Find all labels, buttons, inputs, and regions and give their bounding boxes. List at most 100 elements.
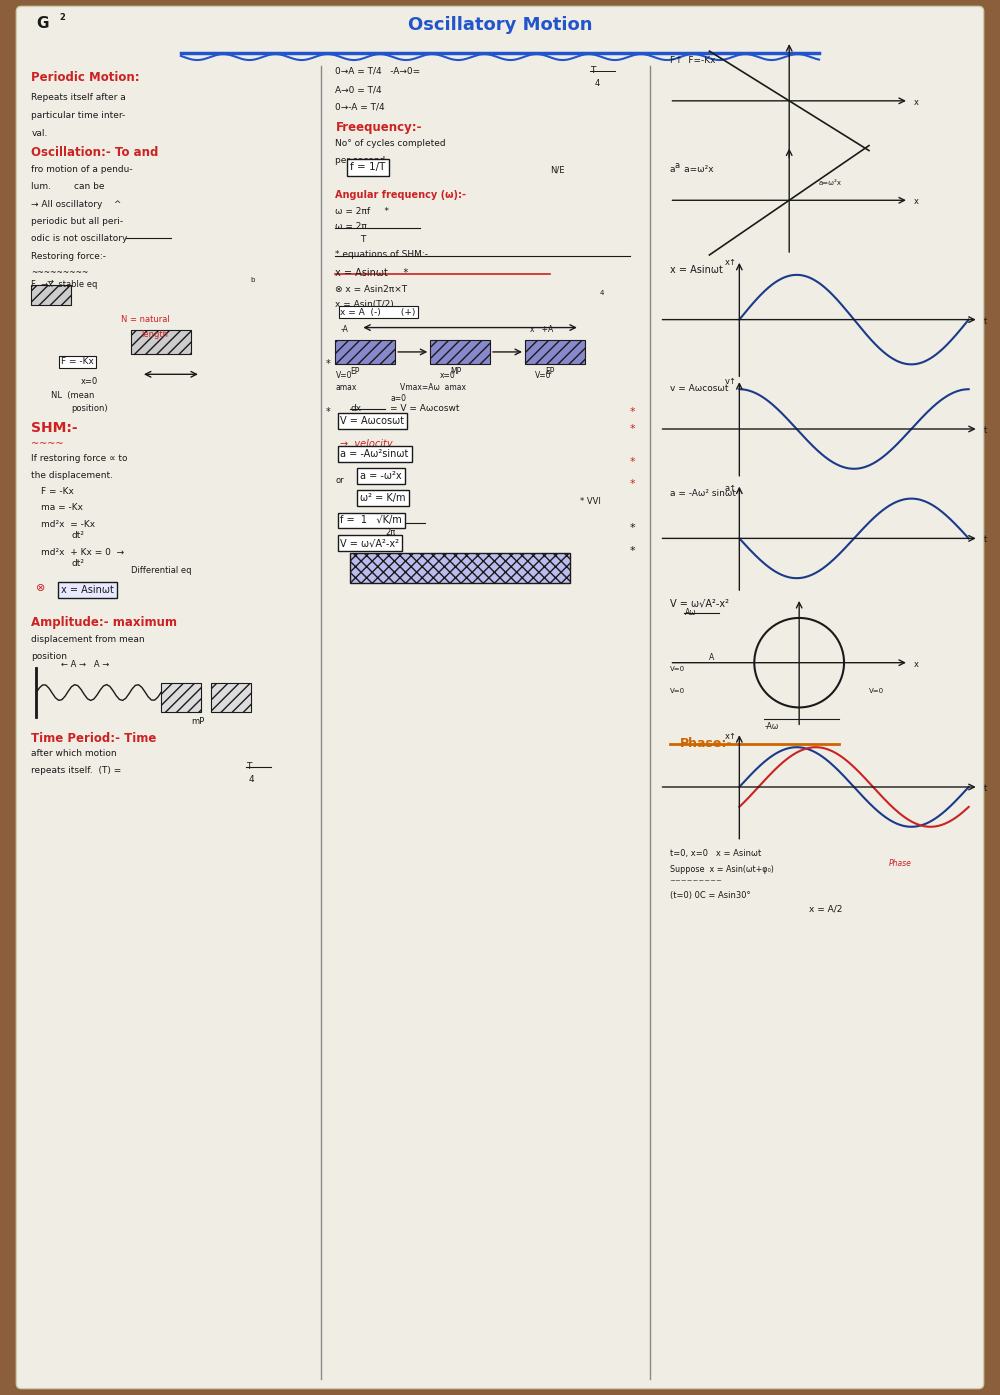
Text: EP: EP [350,367,360,377]
Text: displacement from mean: displacement from mean [31,635,145,644]
Text: 0→-A = T/4: 0→-A = T/4 [335,103,385,112]
Text: ⊗: ⊗ [36,583,46,593]
Text: No° of cycles completed: No° of cycles completed [335,138,446,148]
Text: *: * [325,360,330,370]
Text: V = ω√A²-x²: V = ω√A²-x² [670,598,729,608]
Text: G: G [36,17,49,31]
Text: T: T [360,236,366,244]
Text: 2π: 2π [385,529,396,537]
Text: V=0: V=0 [670,688,685,693]
Text: odic is not oscillatory: odic is not oscillatory [31,234,128,243]
Text: the displacement.: the displacement. [31,470,113,480]
Text: →: → [46,276,53,286]
Text: V = Aωcosωt: V = Aωcosωt [340,416,405,425]
Text: length: length [141,329,168,339]
Text: Amplitude:- maximum: Amplitude:- maximum [31,617,177,629]
Text: x = A/2: x = A/2 [809,904,843,914]
Text: x: x [914,660,919,668]
FancyBboxPatch shape [525,339,585,364]
Text: V=0: V=0 [670,665,685,671]
Text: x = A  (-)       (+): x = A (-) (+) [340,308,416,317]
Text: fro motion of a pendu-: fro motion of a pendu- [31,166,133,174]
Text: 2: 2 [59,14,65,22]
Text: x   +A: x +A [530,325,553,333]
Text: Suppose  x = Asin(ωt+φ₀): Suppose x = Asin(ωt+φ₀) [670,865,773,873]
Text: Angular frequency (ω):-: Angular frequency (ω):- [335,190,466,201]
Text: *: * [630,424,635,434]
Text: V=0: V=0 [869,688,884,693]
Text: F = -Kx: F = -Kx [61,357,94,367]
FancyBboxPatch shape [335,339,395,364]
Text: a   a=ω²x: a a=ω²x [670,166,713,174]
Text: *: * [630,547,635,557]
Text: F  →x  stable eq: F →x stable eq [31,280,98,289]
Text: * VVI: * VVI [580,497,601,505]
Text: periodic but all peri-: periodic but all peri- [31,218,123,226]
Text: md²x  = -Kx: md²x = -Kx [41,520,95,530]
Text: a: a [675,160,680,170]
Text: x: x [914,197,919,206]
Text: amax: amax [335,384,357,392]
Text: x = Asin(T/2): x = Asin(T/2) [335,300,394,308]
Text: Periodic Motion:: Periodic Motion: [31,71,140,84]
Text: T: T [246,762,251,771]
Text: mP: mP [191,717,204,727]
Text: = V = Aωcoswt: = V = Aωcoswt [390,405,460,413]
Text: f =  1   √K/m: f = 1 √K/m [340,516,402,526]
Text: dx: dx [350,405,362,413]
Text: Vmax=Aω  amax: Vmax=Aω amax [400,384,466,392]
Text: ~~~~: ~~~~ [31,439,64,449]
Text: N/E: N/E [550,166,564,174]
Text: MP: MP [450,367,461,377]
Text: b: b [251,276,255,283]
Text: V=0: V=0 [335,371,352,381]
Text: t: t [984,425,987,435]
Text: a=0: a=0 [390,395,406,403]
Text: or: or [335,476,344,484]
FancyBboxPatch shape [16,7,984,1388]
Text: t: t [984,536,987,544]
Text: position): position) [71,405,108,413]
Text: Aω: Aω [684,608,696,617]
FancyBboxPatch shape [131,329,191,354]
Text: 4: 4 [600,290,604,296]
Text: If restoring force ∝ to: If restoring force ∝ to [31,453,128,463]
Text: x = Asinωt: x = Asinωt [670,265,722,275]
Text: dt²: dt² [71,559,84,568]
Text: t: t [984,784,987,792]
Text: x=0: x=0 [440,371,456,381]
Text: x = Asinωt     *: x = Asinωt * [335,268,409,278]
Text: → All oscillatory    ^: → All oscillatory ^ [31,201,122,209]
Text: position: position [31,651,67,661]
Text: x↑: x↑ [724,732,736,741]
Text: ~~~~~~~~~: ~~~~~~~~~ [670,879,722,884]
Text: per second.: per second. [335,155,389,165]
Text: * equations of SHM:-: * equations of SHM:- [335,250,428,259]
Text: ← A →   A →: ← A → A → [61,660,109,668]
Text: a=ω²x: a=ω²x [819,180,842,187]
Text: Phase:-: Phase:- [680,738,732,751]
Text: Repeats itself after a: Repeats itself after a [31,93,126,102]
FancyBboxPatch shape [31,285,71,304]
Text: ma = -Kx: ma = -Kx [41,502,83,512]
Text: ⊗ x = Asin2π×T: ⊗ x = Asin2π×T [335,285,408,294]
Text: ω² = K/m: ω² = K/m [360,492,406,502]
Text: Oscillation:- To and: Oscillation:- To and [31,145,159,159]
Text: NL  (mean: NL (mean [51,391,95,400]
Text: Time Period:- Time: Time Period:- Time [31,732,157,745]
Text: →  velocity: → velocity [340,439,393,449]
Text: a = -Aω² sinωt: a = -Aω² sinωt [670,488,736,498]
Text: A: A [709,653,715,661]
Text: t=0, x=0   x = Asinωt: t=0, x=0 x = Asinωt [670,848,761,858]
Text: Differential eq: Differential eq [131,566,192,575]
Text: after which motion: after which motion [31,749,117,759]
Text: F↑  F=-Kx: F↑ F=-Kx [670,56,715,66]
Text: V=0: V=0 [535,371,551,381]
Text: repeats itself.  (T) =: repeats itself. (T) = [31,766,122,776]
Text: v↑: v↑ [724,377,736,386]
Text: T: T [590,66,595,75]
Text: N = natural: N = natural [121,315,170,324]
Text: val.: val. [31,128,48,138]
Text: v = Aωcosωt: v = Aωcosωt [670,384,728,393]
Text: V = ω√A²-x²: V = ω√A²-x² [340,538,399,548]
